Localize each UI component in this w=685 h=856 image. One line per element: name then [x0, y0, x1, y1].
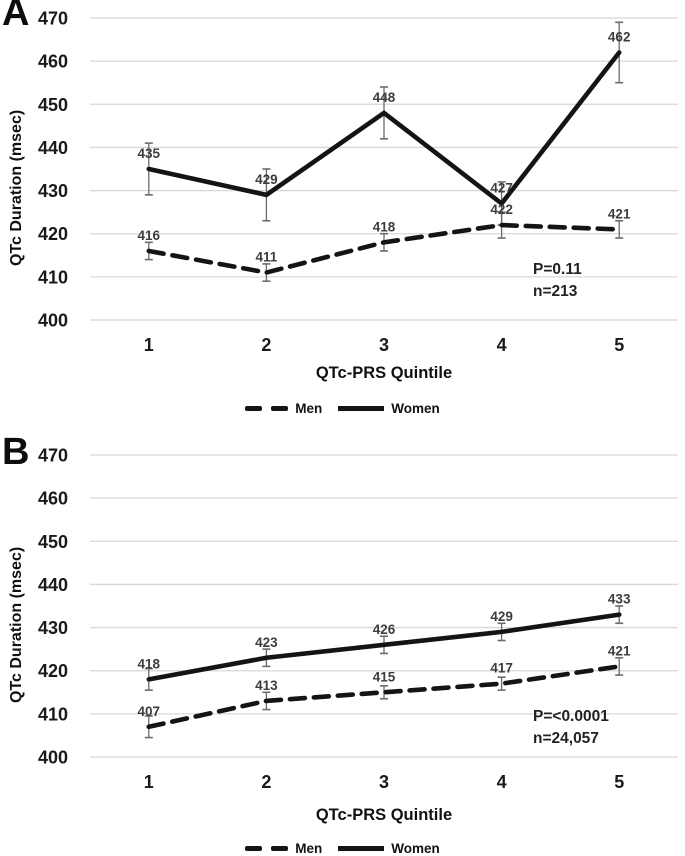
legend-item-men: Men [245, 401, 322, 416]
y-tick-label: 410 [38, 267, 68, 287]
panel-b: B QTc Duration (msec) 400 410 420 430 440 450… [0, 431, 685, 856]
n-count-text: n=213 [533, 283, 578, 300]
point-label-women: 448 [373, 90, 396, 105]
stats-annotation: P=<0.0001 n=24,057 [533, 706, 609, 750]
x-axis-title: QTc-PRS Quintile [315, 364, 453, 382]
y-tick-label: 450 [38, 532, 68, 552]
legend-item-women: Women [338, 841, 440, 856]
p-value-text: P=<0.0001 [533, 708, 609, 725]
y-tick-label: 430 [38, 181, 68, 201]
y-tick-label: 420 [38, 224, 68, 244]
series-line-women [146, 612, 622, 682]
series-line-men [146, 222, 622, 275]
legend-label-women: Women [391, 401, 440, 416]
men-dashed-line-sample [245, 406, 289, 411]
y-tick-label: 450 [38, 95, 68, 115]
y-tick-label: 440 [38, 575, 68, 595]
legend: Men Women [0, 841, 685, 856]
x-tick-label: 3 [379, 335, 389, 355]
point-label-men: 421 [608, 643, 631, 658]
x-tick-label: 2 [261, 335, 271, 355]
y-tick-label: 400 [38, 311, 68, 331]
point-label-women: 423 [255, 635, 278, 650]
point-label-men: 416 [138, 228, 161, 243]
panel-a: A QTc Duration (msec) 400 410 420 430 440 450… [0, 0, 685, 416]
point-label-women: 426 [373, 622, 396, 637]
y-tick-label: 410 [38, 704, 68, 724]
point-label-women: 429 [490, 609, 513, 624]
x-tick-label: 3 [379, 772, 389, 792]
x-tick-label: 2 [261, 772, 271, 792]
point-label-women: 462 [608, 30, 631, 45]
x-tick-label: 5 [614, 772, 624, 792]
point-label-women: 433 [608, 592, 631, 607]
point-label-men: 407 [138, 704, 161, 719]
y-tick-label: 460 [38, 52, 68, 72]
point-label-men: 413 [255, 678, 278, 693]
x-tick-label: 5 [614, 335, 624, 355]
legend-label-women: Women [391, 841, 440, 856]
y-tick-label: 400 [38, 748, 68, 768]
legend-item-women: Women [338, 401, 440, 416]
women-solid-line-sample [338, 406, 385, 411]
y-tick-label: 470 [38, 9, 68, 29]
series-line-women [146, 50, 622, 207]
x-tick-label: 1 [144, 772, 154, 792]
point-label-women: 435 [138, 146, 161, 161]
point-label-men: 411 [256, 250, 278, 265]
n-count-text: n=24,057 [533, 730, 599, 747]
men-dashed-line-sample [245, 846, 289, 851]
point-label-men: 415 [373, 669, 396, 684]
point-label-women: 427 [490, 181, 513, 196]
x-tick-label: 4 [497, 772, 507, 792]
legend-label-men: Men [295, 401, 323, 416]
point-label-men: 417 [490, 661, 513, 676]
legend-item-men: Men [245, 841, 322, 856]
p-value-text: P=0.11 [533, 261, 582, 278]
y-tick-label: 430 [38, 618, 68, 638]
x-tick-label: 1 [144, 335, 154, 355]
x-tick-label: 4 [497, 335, 507, 355]
series-line-men [146, 664, 622, 730]
chart-panel-a: 400 410 420 430 440 450 460 470 1 2 3 4 5 435 416 429 41… [38, 9, 678, 355]
point-label-women: 429 [255, 172, 278, 187]
y-tick-label: 440 [38, 138, 68, 158]
panel-letter-b: B [2, 431, 29, 473]
x-axis-title: QTc-PRS Quintile [315, 806, 453, 824]
point-label-men: 421 [608, 206, 631, 221]
legend: Men Women [0, 401, 685, 416]
y-tick-label: 420 [38, 661, 68, 681]
women-solid-line-sample [338, 846, 385, 851]
point-label-men: 422 [490, 202, 513, 217]
chart-panel-b: 400 410 420 430 440 450 460 470 1 2 3 4 5 418 407 423 41… [38, 446, 678, 792]
legend-label-men: Men [295, 841, 323, 856]
point-label-men: 418 [373, 219, 396, 234]
y-tick-label: 460 [38, 489, 68, 509]
point-label-women: 418 [138, 656, 161, 671]
stats-annotation: P=0.11 n=213 [533, 259, 582, 303]
panel-letter-a: A [2, 0, 29, 34]
y-tick-label: 470 [38, 446, 68, 466]
